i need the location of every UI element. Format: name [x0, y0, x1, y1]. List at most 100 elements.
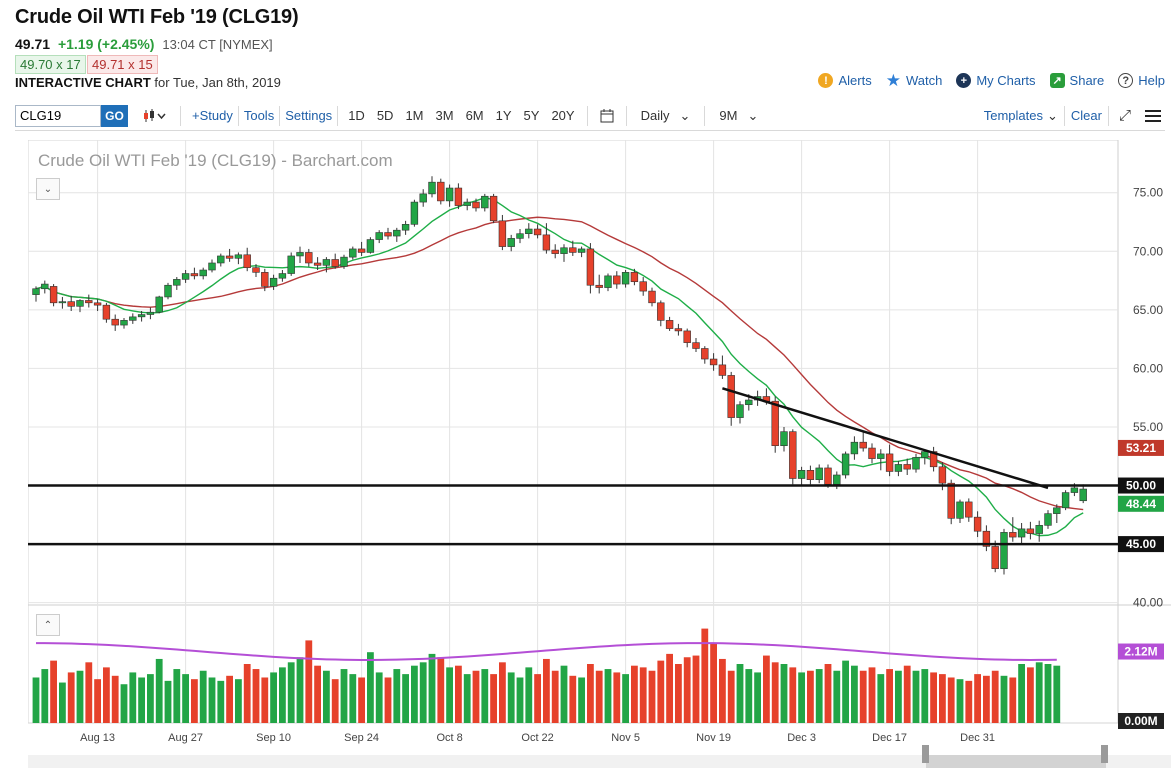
volume-bar — [939, 674, 946, 723]
candle-body — [806, 470, 815, 480]
volume-bar — [666, 653, 673, 723]
study-button[interactable]: +Study — [187, 105, 239, 126]
candle-body — [621, 272, 630, 285]
volume-bar — [639, 667, 647, 723]
volume-bar — [279, 667, 286, 723]
period-1d[interactable]: 1D — [348, 108, 365, 123]
help-label: Help — [1138, 73, 1165, 88]
interval-dropdown[interactable]: Daily ⌄ — [633, 108, 699, 124]
volume-bar — [1027, 667, 1034, 723]
tools-button[interactable]: Tools — [239, 105, 281, 126]
go-button[interactable]: GO — [101, 104, 128, 127]
y-tick-label: 60.00 — [1133, 361, 1163, 375]
period-20y[interactable]: 20Y — [551, 108, 575, 123]
price-chart[interactable]: 75.00 70.00 65.00 60.00 55.00 50.00 45.00 40.00… — [27, 139, 1171, 768]
watch-link[interactable]: ★ Watch — [886, 72, 943, 89]
candle-body — [146, 311, 155, 315]
my-charts-link[interactable]: + My Charts — [956, 73, 1036, 88]
candle-body — [736, 404, 744, 418]
volume-bar — [815, 669, 823, 723]
candle-body — [947, 482, 955, 519]
help-link[interactable]: ? Help — [1118, 73, 1165, 88]
volume-bar — [331, 679, 339, 723]
candle-body — [155, 296, 163, 313]
candle-body — [516, 233, 524, 239]
volume-bar — [683, 657, 691, 723]
candle-body — [929, 451, 938, 468]
drawn-lines — [28, 387, 1118, 546]
chart-type-dropdown[interactable] — [136, 106, 174, 126]
volume-bar — [930, 672, 937, 723]
volume-bar — [1044, 664, 1052, 723]
candle-body — [331, 259, 339, 267]
volume-bar — [745, 669, 753, 723]
x-tick-label: Sep 10 — [256, 732, 291, 744]
period-5y[interactable]: 5Y — [523, 108, 540, 123]
collapse-volume-pane-button[interactable]: ⌃ — [36, 614, 60, 636]
price-label-box — [1118, 477, 1164, 494]
scroll-handle-right[interactable] — [1101, 745, 1108, 763]
volume-bar — [182, 674, 189, 723]
candle-body — [102, 304, 111, 320]
chart-area[interactable]: 75.00 70.00 65.00 60.00 55.00 50.00 45.00 40.00… — [27, 139, 1171, 768]
volume-bar — [375, 672, 383, 723]
volume-bar — [94, 679, 101, 723]
volume-bar — [859, 670, 867, 723]
candle-body — [868, 447, 876, 459]
candle-body — [630, 272, 639, 283]
chevron-down-icon: ⌄ — [43, 183, 53, 195]
volume-bar — [384, 677, 392, 723]
candle-body — [498, 220, 507, 247]
volume-bar — [956, 679, 964, 723]
candle-body — [269, 277, 278, 287]
interval-label: Daily — [640, 108, 670, 123]
settings-button[interactable]: Settings — [280, 105, 339, 126]
period-1m[interactable]: 1M — [405, 108, 424, 123]
templates-dropdown[interactable]: Templates ⌄ — [978, 108, 1064, 124]
chart-title: Crude Oil WTI Feb '19 (CLG19) - Barchart… — [38, 151, 393, 170]
collapse-price-pane-button[interactable]: ⌄ — [36, 178, 60, 200]
clear-button[interactable]: Clear — [1063, 105, 1109, 126]
trendline — [722, 387, 1049, 490]
symbol-input[interactable] — [15, 104, 101, 127]
period-1y[interactable]: 1Y — [495, 108, 512, 123]
volume-bar — [798, 672, 805, 723]
menu-button[interactable] — [1141, 106, 1165, 126]
volume-bar — [534, 674, 541, 723]
bid-badge: 49.70 x 17 — [15, 55, 86, 74]
y-tick-label: 75.00 — [1133, 186, 1163, 200]
candle-body — [745, 399, 753, 406]
scroll-thumb[interactable] — [926, 755, 1106, 768]
volume-bar — [569, 675, 577, 723]
period-3m[interactable]: 3M — [435, 108, 454, 123]
volume-bar — [490, 674, 497, 723]
volume-bar — [516, 677, 524, 723]
volume-bar — [886, 669, 893, 723]
ask-badge: 49.71 x 15 — [87, 55, 158, 74]
volume-bar — [710, 643, 717, 723]
candle-body — [551, 249, 559, 254]
share-link[interactable]: ↗ Share — [1049, 73, 1104, 88]
candle-body — [93, 302, 102, 306]
volume-bar — [947, 677, 955, 723]
scroll-bar[interactable] — [28, 745, 1171, 768]
expand-button[interactable]: ⤢ — [1109, 106, 1141, 126]
candle-body — [525, 228, 533, 235]
volume-bar — [983, 675, 990, 723]
scroll-handle-left[interactable] — [922, 745, 929, 763]
candle-body — [164, 284, 172, 298]
volume-bars — [32, 628, 1061, 723]
candle-body — [252, 267, 260, 273]
range-dropdown[interactable]: 9M ⌄ — [711, 108, 766, 124]
price-labels: 53.21 50.00 48.44 45.00 2.12M 0.00M — [1118, 439, 1164, 729]
volume-bar — [305, 640, 313, 723]
x-tick-label: Dec 3 — [787, 732, 816, 744]
period-5d[interactable]: 5D — [376, 108, 394, 123]
chart-subtitle: INTERACTIVE CHART for Tue, Jan 8th, 2019 — [15, 75, 281, 90]
calendar-button[interactable] — [594, 106, 620, 126]
period-6m[interactable]: 6M — [465, 108, 484, 123]
alerts-link[interactable]: ! Alerts — [818, 73, 872, 88]
volume-bar — [217, 680, 225, 723]
volume-bar — [754, 672, 761, 723]
volume-bar — [1035, 662, 1043, 723]
